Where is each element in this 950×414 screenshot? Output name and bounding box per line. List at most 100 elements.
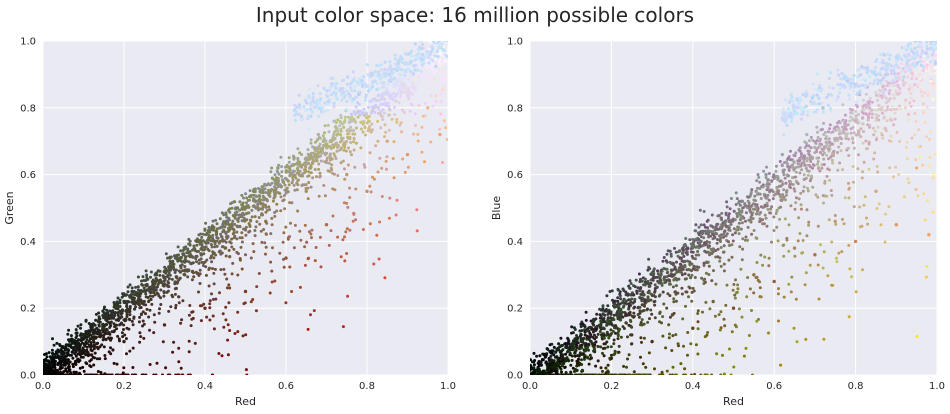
scatter-point: [332, 132, 336, 136]
scatter-point: [383, 97, 387, 101]
scatter-point: [309, 141, 313, 145]
scatter-point: [409, 74, 413, 78]
scatter-point: [587, 348, 590, 352]
scatter-point: [116, 303, 120, 307]
x-tick-label: 0.6: [278, 381, 294, 392]
scatter-point: [918, 76, 922, 80]
scatter-point: [408, 51, 412, 55]
scatter-point: [879, 82, 883, 86]
scatter-point: [594, 340, 598, 344]
scatter-point: [393, 112, 397, 116]
scatter-point: [445, 70, 448, 74]
scatter-point: [644, 365, 648, 369]
scatter-point: [767, 198, 771, 202]
scatter-point: [187, 260, 191, 264]
scatter-point: [778, 217, 782, 221]
scatter-point: [71, 365, 75, 369]
scatter-point: [99, 370, 103, 374]
scatter-point: [719, 240, 722, 243]
scatter-point: [371, 81, 375, 85]
scatter-point: [56, 373, 60, 375]
scatter-point: [741, 247, 745, 251]
scatter-point: [642, 283, 646, 287]
scatter-point: [281, 179, 285, 183]
scatter-point: [109, 352, 113, 356]
scatter-point: [884, 100, 888, 104]
scatter-point: [142, 299, 146, 304]
scatter-point: [400, 80, 404, 84]
scatter-point: [554, 350, 558, 354]
scatter-point: [799, 203, 803, 207]
scatter-point: [138, 292, 142, 296]
scatter-point: [318, 136, 322, 140]
scatter-point: [530, 358, 532, 362]
scatter-point: [317, 167, 321, 171]
scatter-point: [297, 93, 301, 97]
scatter-point: [843, 113, 847, 117]
scatter-point: [116, 334, 120, 338]
scatter-point: [138, 315, 142, 319]
scatter-point: [250, 193, 254, 197]
scatter-point: [240, 240, 244, 244]
scatter-point: [906, 177, 910, 181]
scatter-point: [826, 274, 830, 278]
scatter-point: [438, 71, 442, 74]
scatter-point: [199, 319, 203, 323]
scatter-point: [564, 371, 568, 374]
scatter-point: [627, 353, 631, 357]
scatter-point: [203, 260, 207, 264]
scatter-point: [753, 207, 757, 211]
scatter-point: [147, 300, 151, 304]
scatter-point: [194, 249, 197, 253]
scatter-point: [880, 111, 884, 115]
scatter-point: [215, 222, 219, 226]
scatter-point: [257, 272, 261, 275]
scatter-point: [253, 229, 257, 232]
scatter-point: [67, 349, 71, 352]
scatter-point: [148, 308, 152, 312]
y-tick-label: 0.4: [20, 237, 36, 248]
scatter-point: [570, 325, 574, 329]
scatter-point: [67, 366, 70, 370]
scatter-point: [386, 102, 390, 105]
scatter-point: [201, 232, 205, 236]
scatter-point: [406, 93, 410, 97]
scatter-point: [396, 61, 400, 66]
scatter-point: [363, 126, 367, 130]
scatter-point: [835, 260, 839, 264]
scatter-point: [421, 42, 425, 47]
scatter-point: [742, 354, 746, 358]
scatter-point: [283, 176, 287, 180]
scatter-point: [84, 342, 88, 346]
scatter-point: [781, 243, 785, 247]
scatter-point: [801, 189, 805, 193]
scatter-point: [273, 279, 277, 283]
scatter-point: [864, 139, 868, 143]
scatter-point: [777, 319, 780, 323]
scatter-point: [606, 332, 610, 336]
scatter-point: [211, 219, 215, 223]
scatter-point: [893, 117, 897, 121]
scatter-point: [910, 86, 914, 90]
scatter-point: [171, 263, 175, 267]
scatter-point: [367, 127, 371, 130]
scatter-point: [181, 269, 185, 273]
scatter-point: [123, 373, 127, 375]
scatter-point: [332, 119, 337, 123]
scatter-point: [303, 168, 306, 172]
scatter-point: [916, 85, 920, 89]
scatter-point: [786, 156, 790, 160]
scatter-point: [915, 335, 919, 338]
scatter-point: [274, 176, 278, 180]
scatter-point: [826, 167, 830, 171]
x-tick-label: 0.8: [359, 381, 375, 392]
scatter-point: [269, 260, 273, 264]
scatter-point: [336, 235, 340, 239]
scatter-point: [199, 253, 203, 257]
scatter-point: [162, 290, 166, 293]
scatter-point: [884, 96, 888, 100]
scatter-point: [294, 109, 298, 113]
scatter-point: [335, 149, 339, 153]
scatter-point: [928, 137, 931, 141]
scatter-point: [906, 75, 910, 79]
